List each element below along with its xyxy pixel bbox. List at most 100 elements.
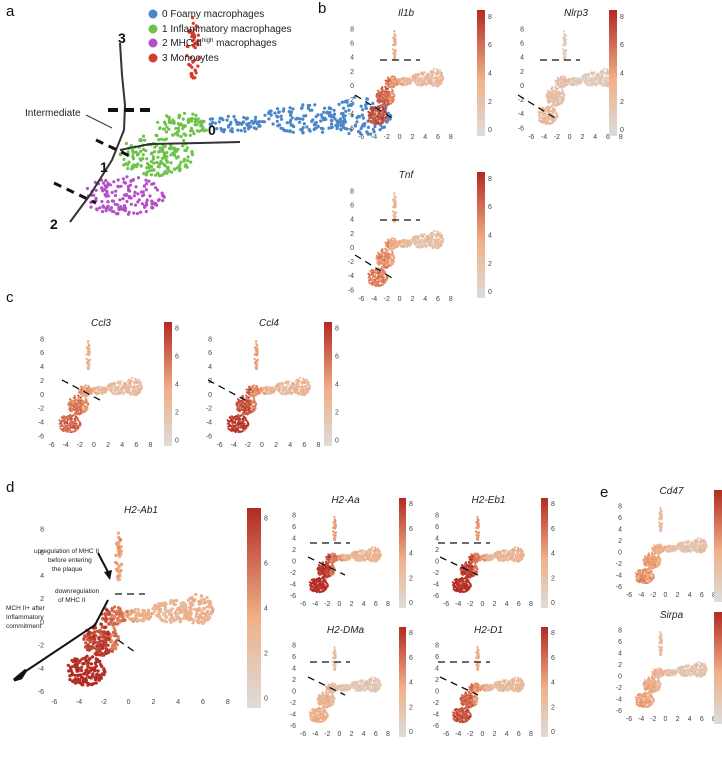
cell-point xyxy=(393,206,397,209)
cell-point xyxy=(547,98,550,101)
cell-point xyxy=(563,41,566,44)
cell-point xyxy=(69,403,72,406)
y-tick: -2 xyxy=(348,259,354,266)
cell-point xyxy=(296,390,299,393)
cell-point xyxy=(380,250,383,253)
cell-point xyxy=(378,107,381,110)
cell-point xyxy=(552,114,556,117)
cell-point xyxy=(189,72,193,76)
intermediate-label: Intermediate xyxy=(25,108,81,119)
cell-point xyxy=(301,382,304,385)
cell-point xyxy=(158,162,162,166)
cell-point xyxy=(191,60,195,64)
cluster-label-0: 0 xyxy=(208,122,216,138)
cell-point xyxy=(85,186,90,191)
x-tick: -4 xyxy=(63,442,69,449)
cell-point xyxy=(197,39,201,43)
cell-point xyxy=(414,236,417,240)
cell-point xyxy=(118,390,121,393)
cell-point xyxy=(378,90,381,93)
cell-point xyxy=(113,202,117,206)
cell-point xyxy=(414,241,417,244)
cell-point xyxy=(603,67,606,70)
cell-point xyxy=(80,404,83,407)
cell-point xyxy=(380,93,383,96)
cell-point xyxy=(85,408,88,411)
cell-point xyxy=(421,243,424,246)
cell-point xyxy=(158,146,162,150)
cell-point xyxy=(547,109,550,112)
colorbar-tick: 4 xyxy=(488,71,492,78)
cell-point xyxy=(573,76,576,79)
cell-point xyxy=(87,364,90,367)
cell-point xyxy=(430,237,433,240)
y-tick: -6 xyxy=(348,125,354,132)
cell-point xyxy=(129,144,133,148)
cell-point xyxy=(76,669,80,673)
cell-point xyxy=(434,246,437,249)
cluster-points xyxy=(85,16,393,216)
cell-point xyxy=(129,202,133,206)
cell-point xyxy=(381,106,384,109)
cell-point xyxy=(384,247,387,250)
cell-point xyxy=(294,117,298,121)
cell-point xyxy=(357,115,361,119)
cell-point xyxy=(193,120,197,124)
cell-point xyxy=(388,241,391,244)
cell-point xyxy=(81,400,84,403)
cell-point xyxy=(247,399,250,402)
cell-point xyxy=(606,85,609,88)
cell-point xyxy=(366,132,370,136)
cell-point xyxy=(377,98,380,101)
cell-point xyxy=(439,83,442,86)
y-tick: 4 xyxy=(208,364,212,371)
cell-point xyxy=(405,77,408,80)
cell-point xyxy=(397,242,400,245)
cell-point xyxy=(386,265,389,269)
x-tick: 8 xyxy=(317,442,321,449)
cell-point xyxy=(165,166,170,170)
cell-point xyxy=(359,126,363,131)
cell-point xyxy=(408,82,411,85)
cell-point xyxy=(301,385,304,388)
y-tick: 0 xyxy=(40,392,44,399)
cell-point xyxy=(311,118,315,122)
cell-point xyxy=(540,119,543,123)
cell-point xyxy=(384,280,387,283)
cell-point xyxy=(105,191,109,195)
cell-point xyxy=(325,111,329,115)
cell-point xyxy=(600,75,603,78)
cell-point xyxy=(305,378,308,381)
cell-point xyxy=(290,387,293,390)
cell-point xyxy=(584,79,587,82)
cell-point xyxy=(562,36,565,39)
cell-point xyxy=(83,385,86,388)
cell-point xyxy=(80,665,84,669)
cell-point xyxy=(169,144,173,148)
cell-point xyxy=(327,126,331,130)
cell-point xyxy=(354,123,358,127)
y-tick: 0 xyxy=(350,245,354,252)
cell-point xyxy=(345,100,349,104)
cell-point xyxy=(381,266,384,269)
cell-point xyxy=(127,194,131,198)
cell-point xyxy=(145,198,149,202)
cell-point xyxy=(164,122,168,126)
cell-point xyxy=(155,160,159,165)
colorbar-tick: 0 xyxy=(335,437,339,444)
cell-point xyxy=(103,626,107,630)
cell-point xyxy=(561,89,564,92)
cell-point xyxy=(253,357,256,360)
cell-point xyxy=(86,682,90,686)
cell-point xyxy=(133,382,136,385)
cell-point xyxy=(220,116,224,120)
cell-point xyxy=(230,130,234,134)
cell-point xyxy=(423,83,426,86)
cell-point xyxy=(112,180,116,184)
x-tick: 2 xyxy=(410,134,414,141)
cell-point xyxy=(561,43,565,46)
cell-point xyxy=(100,646,104,650)
cell-point xyxy=(91,387,95,390)
cell-point xyxy=(76,418,80,421)
